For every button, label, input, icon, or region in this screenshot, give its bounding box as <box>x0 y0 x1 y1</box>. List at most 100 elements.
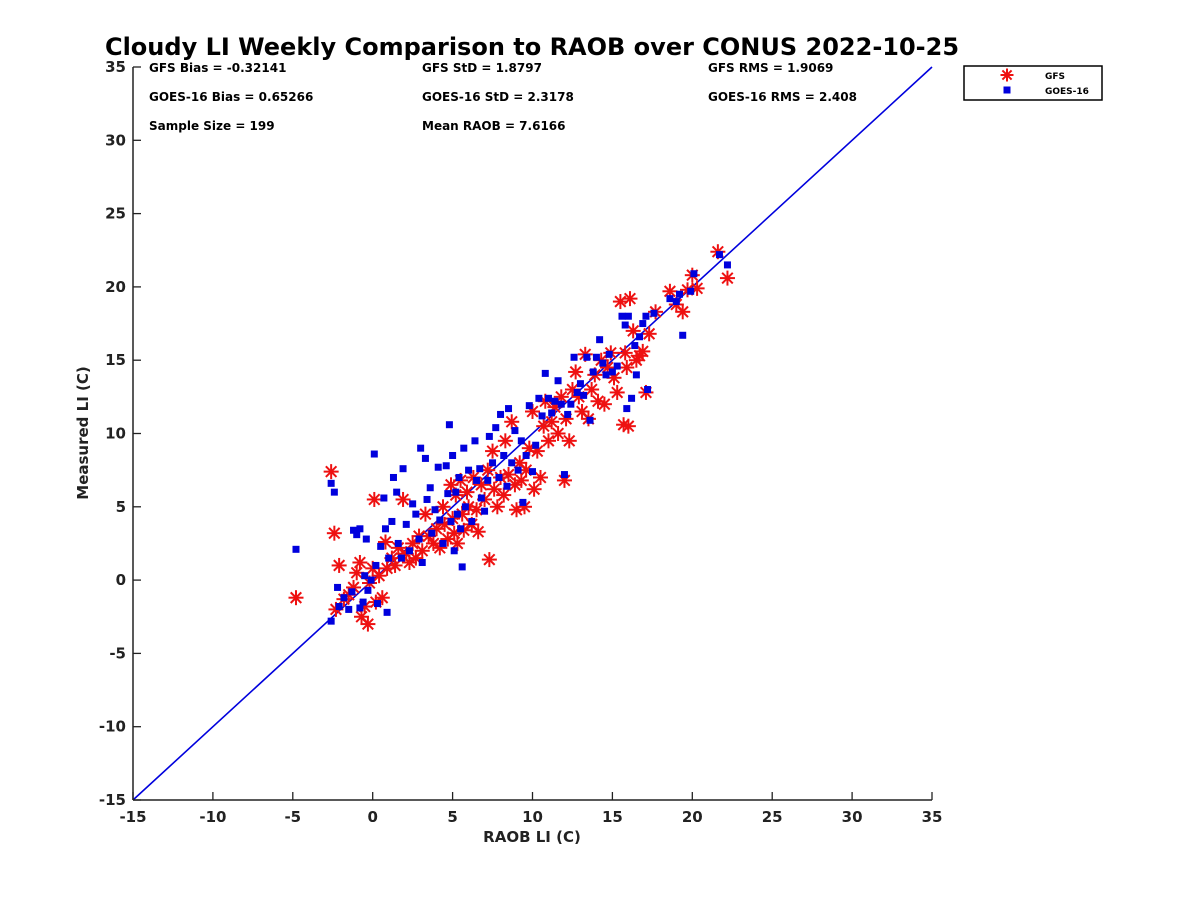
goes16-point <box>525 402 533 410</box>
y-tick-label: 10 <box>105 425 126 443</box>
identity-line <box>132 66 933 801</box>
gfs-point <box>561 433 577 449</box>
goes16-point <box>503 482 511 490</box>
goes16-point <box>679 331 687 339</box>
goes16-point <box>723 261 731 269</box>
goes16-point <box>535 394 543 402</box>
goes16-point <box>377 542 385 550</box>
goes16-point <box>439 539 447 547</box>
goes16-point <box>589 368 597 376</box>
goes16-point <box>334 583 342 591</box>
gfs-point <box>489 499 505 515</box>
y-tick-label: -5 <box>109 644 126 662</box>
goes16-point <box>624 312 632 320</box>
gfs-point <box>331 557 347 573</box>
gfs-point <box>544 414 560 430</box>
goes16-point <box>436 516 444 524</box>
goes16-point <box>423 495 431 503</box>
goes16-point <box>426 484 434 492</box>
gfs-point <box>641 326 657 342</box>
goes16-point <box>495 473 503 481</box>
x-axis-label: RAOB LI (C) <box>483 828 581 846</box>
goes16-point <box>402 520 410 528</box>
stat-text: GOES-16 RMS = 2.408 <box>708 90 857 104</box>
goes16-point <box>602 371 610 379</box>
x-tick-label: 0 <box>367 808 377 826</box>
gfs-point <box>366 491 382 507</box>
gfs-point <box>326 525 342 541</box>
legend-gfs-label: GFS <box>1045 72 1065 82</box>
goes16-point <box>434 463 442 471</box>
goes16-point <box>632 371 640 379</box>
goes16-point <box>412 510 420 518</box>
goes16-point <box>370 450 378 458</box>
goes16-point <box>383 608 391 616</box>
x-tick-label: 10 <box>522 808 543 826</box>
goes16-point <box>367 576 375 584</box>
stat-text: GFS Bias = -0.32141 <box>149 61 286 75</box>
y-tick-label: 35 <box>105 58 126 76</box>
gfs-point <box>352 555 368 571</box>
goes16-point <box>618 312 626 320</box>
goes16-point <box>570 353 578 361</box>
gfs-point <box>619 360 635 376</box>
goes16-point <box>599 359 607 367</box>
goes16-point <box>330 488 338 496</box>
y-tick-label: -15 <box>99 791 126 809</box>
gfs-point <box>485 443 501 459</box>
y-tick-label: 25 <box>105 205 126 223</box>
gfs-point <box>532 469 548 485</box>
goes16-point <box>492 424 500 432</box>
goes16-point <box>564 410 572 418</box>
gfs-point <box>459 484 475 500</box>
goes16-point <box>538 412 546 420</box>
goes16-point <box>500 451 508 459</box>
legend-goes16-marker <box>1003 86 1011 94</box>
goes16-point <box>372 561 380 569</box>
goes16-point <box>457 525 465 533</box>
goes16-point <box>489 459 497 467</box>
goes16-point <box>405 547 413 555</box>
series-goes16 <box>292 251 731 625</box>
statistics-block: GFS Bias = -0.32141 GFS StD = 1.8797 GFS R… <box>149 61 857 133</box>
x-tick-label: 5 <box>447 808 457 826</box>
goes16-point <box>522 451 530 459</box>
stat-text: Mean RAOB = 7.6166 <box>422 119 566 133</box>
goes16-point <box>399 465 407 473</box>
goes16-point <box>551 397 559 405</box>
gfs-point <box>480 462 496 478</box>
goes16-point <box>460 444 468 452</box>
gfs-point <box>387 557 403 573</box>
goes16-point <box>292 545 300 553</box>
goes16-point <box>554 377 562 385</box>
gfs-point <box>526 481 542 497</box>
series-gfs <box>288 244 735 632</box>
goes16-point <box>560 471 568 479</box>
goes16-point <box>421 454 429 462</box>
x-tick-label: 35 <box>922 808 943 826</box>
gfs-point <box>609 384 625 400</box>
goes16-point <box>519 498 527 506</box>
goes16-point <box>485 432 493 440</box>
goes16-point <box>544 394 552 402</box>
goes16-point <box>548 409 556 417</box>
goes16-point <box>532 441 540 449</box>
stat-text: GOES-16 StD = 2.3178 <box>422 90 574 104</box>
goes16-point <box>335 602 343 610</box>
y-tick-label: 0 <box>116 571 126 589</box>
goes16-point <box>529 468 536 476</box>
x-tick-label: 30 <box>842 808 863 826</box>
goes16-point <box>471 437 479 445</box>
goes16-point <box>473 476 481 484</box>
goes16-point <box>481 507 489 515</box>
goes16-point <box>385 554 393 562</box>
goes16-point <box>676 290 684 298</box>
gfs-point <box>497 433 513 449</box>
goes16-point <box>605 350 613 358</box>
goes16-point <box>557 400 565 408</box>
goes16-point <box>465 466 473 474</box>
goes16-point <box>484 476 492 484</box>
chart-title: Cloudy LI Weekly Comparison to RAOB over… <box>105 33 959 61</box>
goes16-point <box>505 405 513 413</box>
goes16-point <box>650 309 658 317</box>
